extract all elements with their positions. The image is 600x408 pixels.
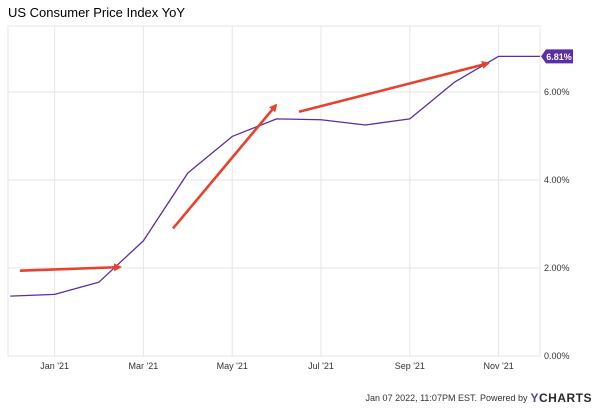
- y-tick-label: 4.00%: [544, 175, 570, 185]
- annotation-arrows: [19, 61, 490, 272]
- annotation-arrow: [298, 61, 490, 114]
- annotation-arrow: [172, 103, 278, 230]
- last-value-label: 6.81%: [546, 52, 572, 62]
- y-tick-label: 2.00%: [544, 263, 570, 273]
- x-axis-ticks: Jan '21 Mar '21 May '21 Jul '21 Sep '21 Nov '…: [40, 361, 513, 371]
- x-tick-label: Sep '21: [395, 361, 425, 371]
- footer-powered-by: Powered by: [479, 393, 528, 403]
- y-tick-label: 6.00%: [544, 87, 570, 97]
- y-tick-label: 0.00%: [544, 351, 570, 361]
- ycharts-logo[interactable]: YCHARTS: [530, 391, 592, 405]
- ycharts-logo-text: CHARTS: [539, 391, 592, 405]
- footer-timestamp: Jan 07 2022, 11:07PM EST.: [365, 393, 477, 403]
- ycharts-logo-y: Y: [530, 391, 539, 405]
- x-tick-label: May '21: [217, 361, 248, 371]
- annotation-arrow: [19, 263, 122, 272]
- plot-border: [7, 25, 541, 357]
- chart-title: US Consumer Price Index YoY: [8, 5, 186, 20]
- chart-footer: Jan 07 2022, 11:07PM EST. Powered by YCH…: [366, 391, 592, 405]
- x-tick-label: Nov '21: [484, 361, 514, 371]
- x-tick-label: Jul '21: [308, 361, 334, 371]
- last-value-badge: [541, 49, 573, 64]
- y-axis-ticks: 0.00% 2.00% 4.00% 6.00%: [544, 87, 570, 361]
- grid-layer: [7, 25, 541, 357]
- x-tick-label: Mar '21: [129, 361, 159, 371]
- series-layer: [10, 55, 541, 297]
- last-value-badge-layer: 6.81%: [541, 49, 573, 64]
- x-tick-label: Jan '21: [40, 361, 69, 371]
